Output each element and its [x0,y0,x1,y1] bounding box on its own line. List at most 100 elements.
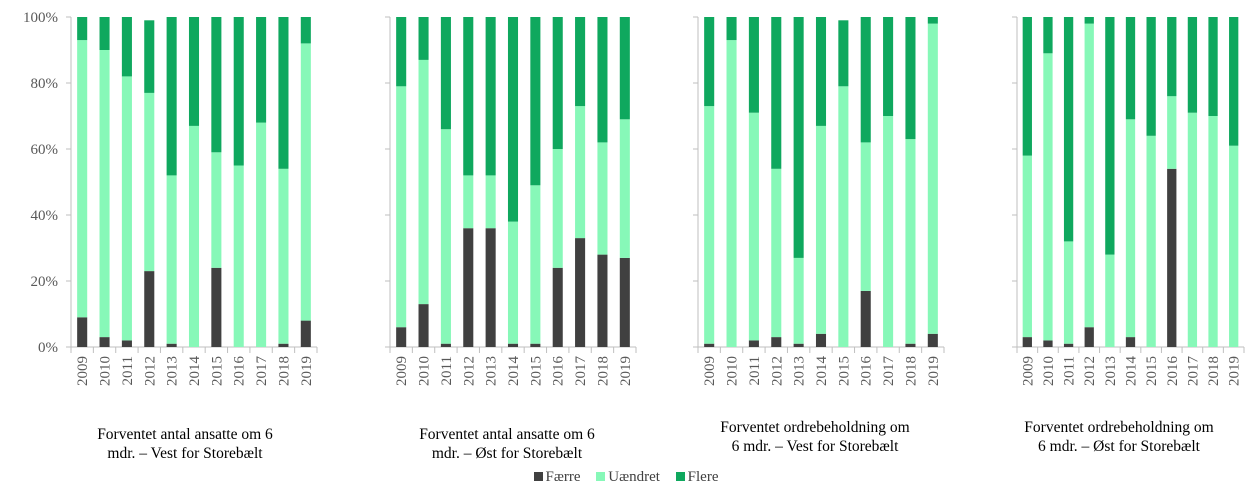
chart-caption-3: Forventet ordrebeholdning om 6 mdr. – Ve… [680,418,950,456]
x-tick-label: 2015 [528,356,544,386]
bar-uaendret-2013 [166,175,177,344]
x-tick-label: 2011 [747,356,763,385]
bar-faerre-2016 [1167,168,1177,347]
x-tick-label: 2018 [903,356,919,386]
legend-item-flere: Flere [675,469,719,486]
bar-flere-2019 [1229,17,1239,146]
x-tick-label: 2014 [187,356,203,387]
x-tick-label: 2010 [725,356,741,386]
bar-faerre-2014 [507,343,519,347]
bar-uaendret-2015 [1146,135,1156,347]
x-tick-label: 2019 [1227,356,1243,386]
bar-flere-2019 [927,17,938,24]
bar-flere-2017 [575,17,586,107]
bar-uaendret-2014 [1125,119,1136,338]
x-tick-label: 2019 [618,356,634,386]
bar-faerre-2011 [440,343,451,347]
bar-uaendret-2009 [396,86,407,328]
bar-uaendret-2017 [575,106,586,239]
x-tick-label: 2017 [881,356,897,387]
chart-caption-4-line2: 6 mdr. – Øst for Storebælt [1038,438,1200,455]
bar-faerre-2019 [927,333,938,347]
bar-flere-2012 [1084,17,1094,24]
bar-flere-2012 [771,17,782,169]
bar-flere-2018 [905,17,916,140]
bar-faerre-2010 [99,337,110,347]
bar-uaendret-2014 [815,125,827,334]
bar-flere-2009 [704,17,715,107]
x-tick-label: 2017 [254,356,270,387]
bar-uaendret-2015 [211,152,222,268]
bar-uaendret-2014 [507,221,519,344]
bar-faerre-2014 [1125,337,1136,347]
bar-faerre-2016 [860,290,871,347]
bar-uaendret-2012 [771,168,782,338]
x-tick-label: 2012 [769,356,785,386]
bar-uaendret-2016 [860,142,871,291]
bar-uaendret-2009 [1022,155,1032,338]
bar-faerre-2013 [166,343,177,347]
bar-uaendret-2010 [1043,53,1053,341]
bar-flere-2019 [619,17,630,120]
x-tick-label: 2014 [506,356,522,387]
bar-flere-2016 [1167,17,1177,97]
chart-legend: Færre Uændret Flere [0,469,1252,486]
x-tick-label: 2014 [1124,356,1140,387]
x-tick-label: 2012 [1082,356,1098,386]
legend-swatch-uaendret [596,472,606,481]
y-tick-label: 40% [31,208,59,224]
bar-flere-2013 [1105,17,1115,255]
bar-flere-2009 [1022,17,1032,156]
bar-uaendret-2011 [440,129,451,344]
x-tick-label: 2013 [792,356,808,386]
bar-faerre-2011 [1063,343,1074,347]
bar-flere-2010 [726,17,737,41]
x-tick-label: 2009 [394,356,410,386]
x-tick-label: 2009 [702,356,718,386]
bar-uaendret-2017 [1187,112,1198,347]
bar-flere-2019 [300,17,311,44]
bar-uaendret-2017 [883,116,894,347]
bar-uaendret-2018 [905,139,916,344]
legend-item-faerre: Færre [533,469,581,486]
bar-flere-2010 [99,17,110,50]
bar-faerre-2012 [1084,327,1094,347]
bar-uaendret-2013 [485,175,496,229]
bar-flere-2009 [77,17,88,41]
bar-faerre-2018 [597,254,608,347]
chart-caption-2: Forventet antal ansatte om 6 mdr. – Øst … [372,425,642,463]
bar-uaendret-2010 [99,50,110,338]
bar-faerre-2015 [530,343,541,347]
legend-swatch-flere [675,472,685,481]
chart-caption-4: Forventet ordrebeholdning om 6 mdr. – Øs… [986,418,1252,456]
bar-faerre-2011 [121,340,132,347]
x-tick-label: 2011 [1062,356,1078,385]
bar-uaendret-2009 [704,106,715,344]
x-tick-label: 2016 [859,356,875,387]
bar-uaendret-2015 [530,185,541,344]
y-tick-label: 20% [31,274,59,290]
bar-flere-2012 [144,20,155,93]
bar-uaendret-2010 [726,40,737,347]
bar-faerre-2013 [793,343,804,347]
bar-faerre-2018 [905,343,916,347]
bar-uaendret-2016 [552,149,563,268]
bar-flere-2014 [1125,17,1136,120]
bar-flere-2015 [1146,17,1156,136]
bar-faerre-2014 [815,333,827,347]
bar-uaendret-2013 [1105,254,1115,347]
bar-faerre-2009 [77,317,88,347]
bar-flere-2018 [597,17,608,143]
x-tick-label: 2017 [1185,356,1201,387]
bar-uaendret-2009 [77,40,88,318]
bar-flere-2016 [860,17,871,143]
bar-faerre-2015 [211,267,222,347]
x-tick-label: 2019 [299,356,315,386]
bar-faerre-2010 [418,304,429,347]
legend-item-uaendret: Uændret [596,469,660,486]
bar-flere-2011 [440,17,451,130]
bar-flere-2013 [485,17,496,176]
bar-flere-2017 [883,17,894,116]
x-tick-label: 2014 [814,356,830,387]
